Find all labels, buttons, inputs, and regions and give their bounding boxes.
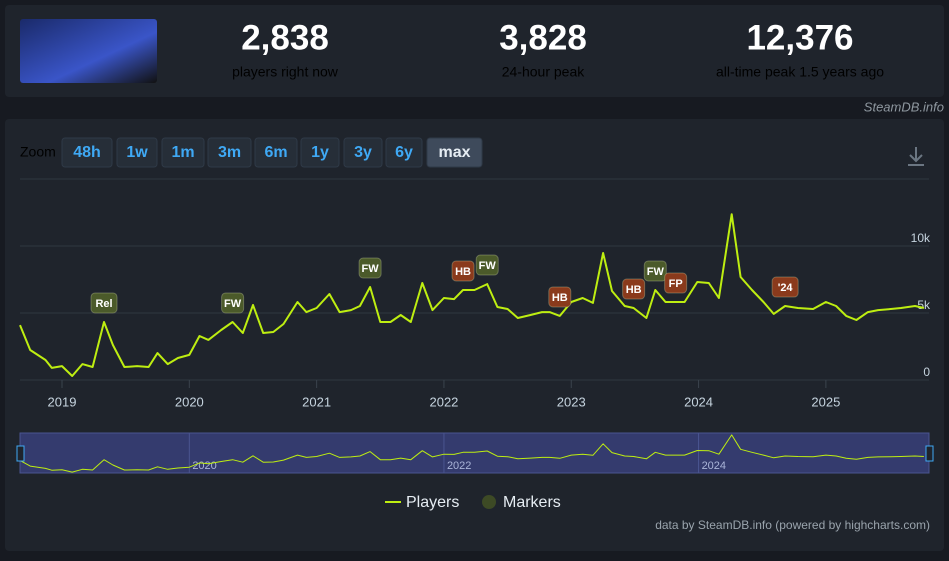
zoom-button[interactable] (426, 137, 483, 168)
zoom-button[interactable] (161, 137, 205, 168)
marker-label[interactable]: HB (552, 292, 568, 304)
zoom-button-label[interactable]: 1y (311, 144, 329, 161)
zoom-button[interactable] (116, 137, 158, 168)
zoom-button[interactable] (207, 137, 252, 168)
x-tick-label: 2022 (429, 394, 458, 409)
x-tick-label: 2020 (175, 394, 204, 409)
zoom-button-label[interactable]: 6y (395, 144, 413, 161)
y-tick-label: 5k (917, 298, 931, 312)
marker-label[interactable]: HB (626, 284, 642, 296)
marker[interactable] (643, 260, 667, 282)
legend: Players Markers (385, 494, 561, 511)
game-image (20, 19, 157, 83)
credits: data by SteamDB.info (powered by highcha… (655, 518, 930, 532)
zoom-button[interactable] (385, 137, 423, 168)
x-tick-label: 2023 (557, 394, 586, 409)
marker-label[interactable]: FW (362, 263, 380, 275)
marker-label[interactable]: HB (455, 266, 471, 278)
marker[interactable] (90, 292, 118, 314)
navigator[interactable] (19, 432, 930, 474)
zoom-button-label[interactable]: max (438, 144, 470, 161)
stat-label: 24-hour peak (502, 64, 586, 80)
marker[interactable] (548, 286, 572, 308)
legend-label[interactable]: Markers (503, 494, 561, 511)
zoom-button[interactable] (61, 137, 113, 168)
legend-label[interactable]: Players (406, 494, 459, 511)
marker-label[interactable]: '24 (778, 282, 794, 294)
plot: 0 5k 10k 2019 2020 2021 2022 2023 2024 2025 Rel FW F… (16, 213, 934, 474)
download-icon[interactable] (908, 147, 924, 166)
zoom-button-label[interactable]: 3y (354, 144, 372, 161)
zoom-button-label[interactable]: 3m (218, 144, 241, 161)
stats-panel (5, 5, 944, 97)
stat-value: 12,376 (746, 18, 853, 57)
series-line (19, 434, 924, 473)
stat-label: players right now (232, 64, 339, 80)
marker-label[interactable]: FP (669, 278, 683, 290)
navigator-handle[interactable] (925, 445, 934, 462)
navigator-tick-label: 2022 (447, 460, 471, 472)
marker-label[interactable]: FW (647, 266, 665, 278)
marker-label[interactable]: FW (479, 260, 497, 272)
zoom-buttons: 48h 1w 1m 3m 6m 1y 3y 6y max (61, 137, 483, 168)
x-tick-label: 2019 (48, 394, 77, 409)
navigator-handle[interactable] (16, 445, 25, 462)
zoom-button-label[interactable]: 1w (126, 144, 148, 161)
x-tick-label: 2025 (811, 394, 840, 409)
marker-label[interactable]: Rel (95, 298, 112, 310)
zoom-button-label[interactable]: 48h (73, 144, 101, 161)
stat-label: all-time peak 1.5 years ago (716, 64, 884, 80)
navigator-tick-label: 2020 (192, 460, 216, 472)
x-tick-label: 2021 (302, 394, 331, 409)
y-tick-label: 0 (923, 365, 930, 379)
marker[interactable] (221, 292, 245, 314)
marker-label[interactable]: FW (224, 298, 242, 310)
marker[interactable] (664, 272, 688, 294)
zoom-label: Zoom (20, 144, 56, 160)
zoom-button[interactable] (254, 137, 298, 168)
chart-panel (5, 119, 944, 551)
legend-marker (482, 495, 496, 509)
series-line (19, 213, 925, 377)
y-tick-label: 10k (911, 231, 931, 245)
marker[interactable] (451, 260, 475, 282)
stat-value: 3,828 (499, 18, 587, 57)
x-tick-label: 2024 (684, 394, 713, 409)
zoom-button-label[interactable]: 6m (264, 144, 287, 161)
marker[interactable] (771, 276, 799, 298)
marker[interactable] (358, 257, 382, 279)
marker[interactable] (475, 254, 499, 276)
stat-value: 2,838 (241, 18, 329, 57)
zoom-button[interactable] (343, 137, 383, 168)
brand[interactable]: SteamDB.info (864, 99, 944, 114)
zoom-button[interactable] (300, 137, 340, 168)
navigator-tick-label: 2024 (702, 460, 726, 472)
marker[interactable] (622, 278, 646, 300)
zoom-button-label[interactable]: 1m (171, 144, 194, 161)
